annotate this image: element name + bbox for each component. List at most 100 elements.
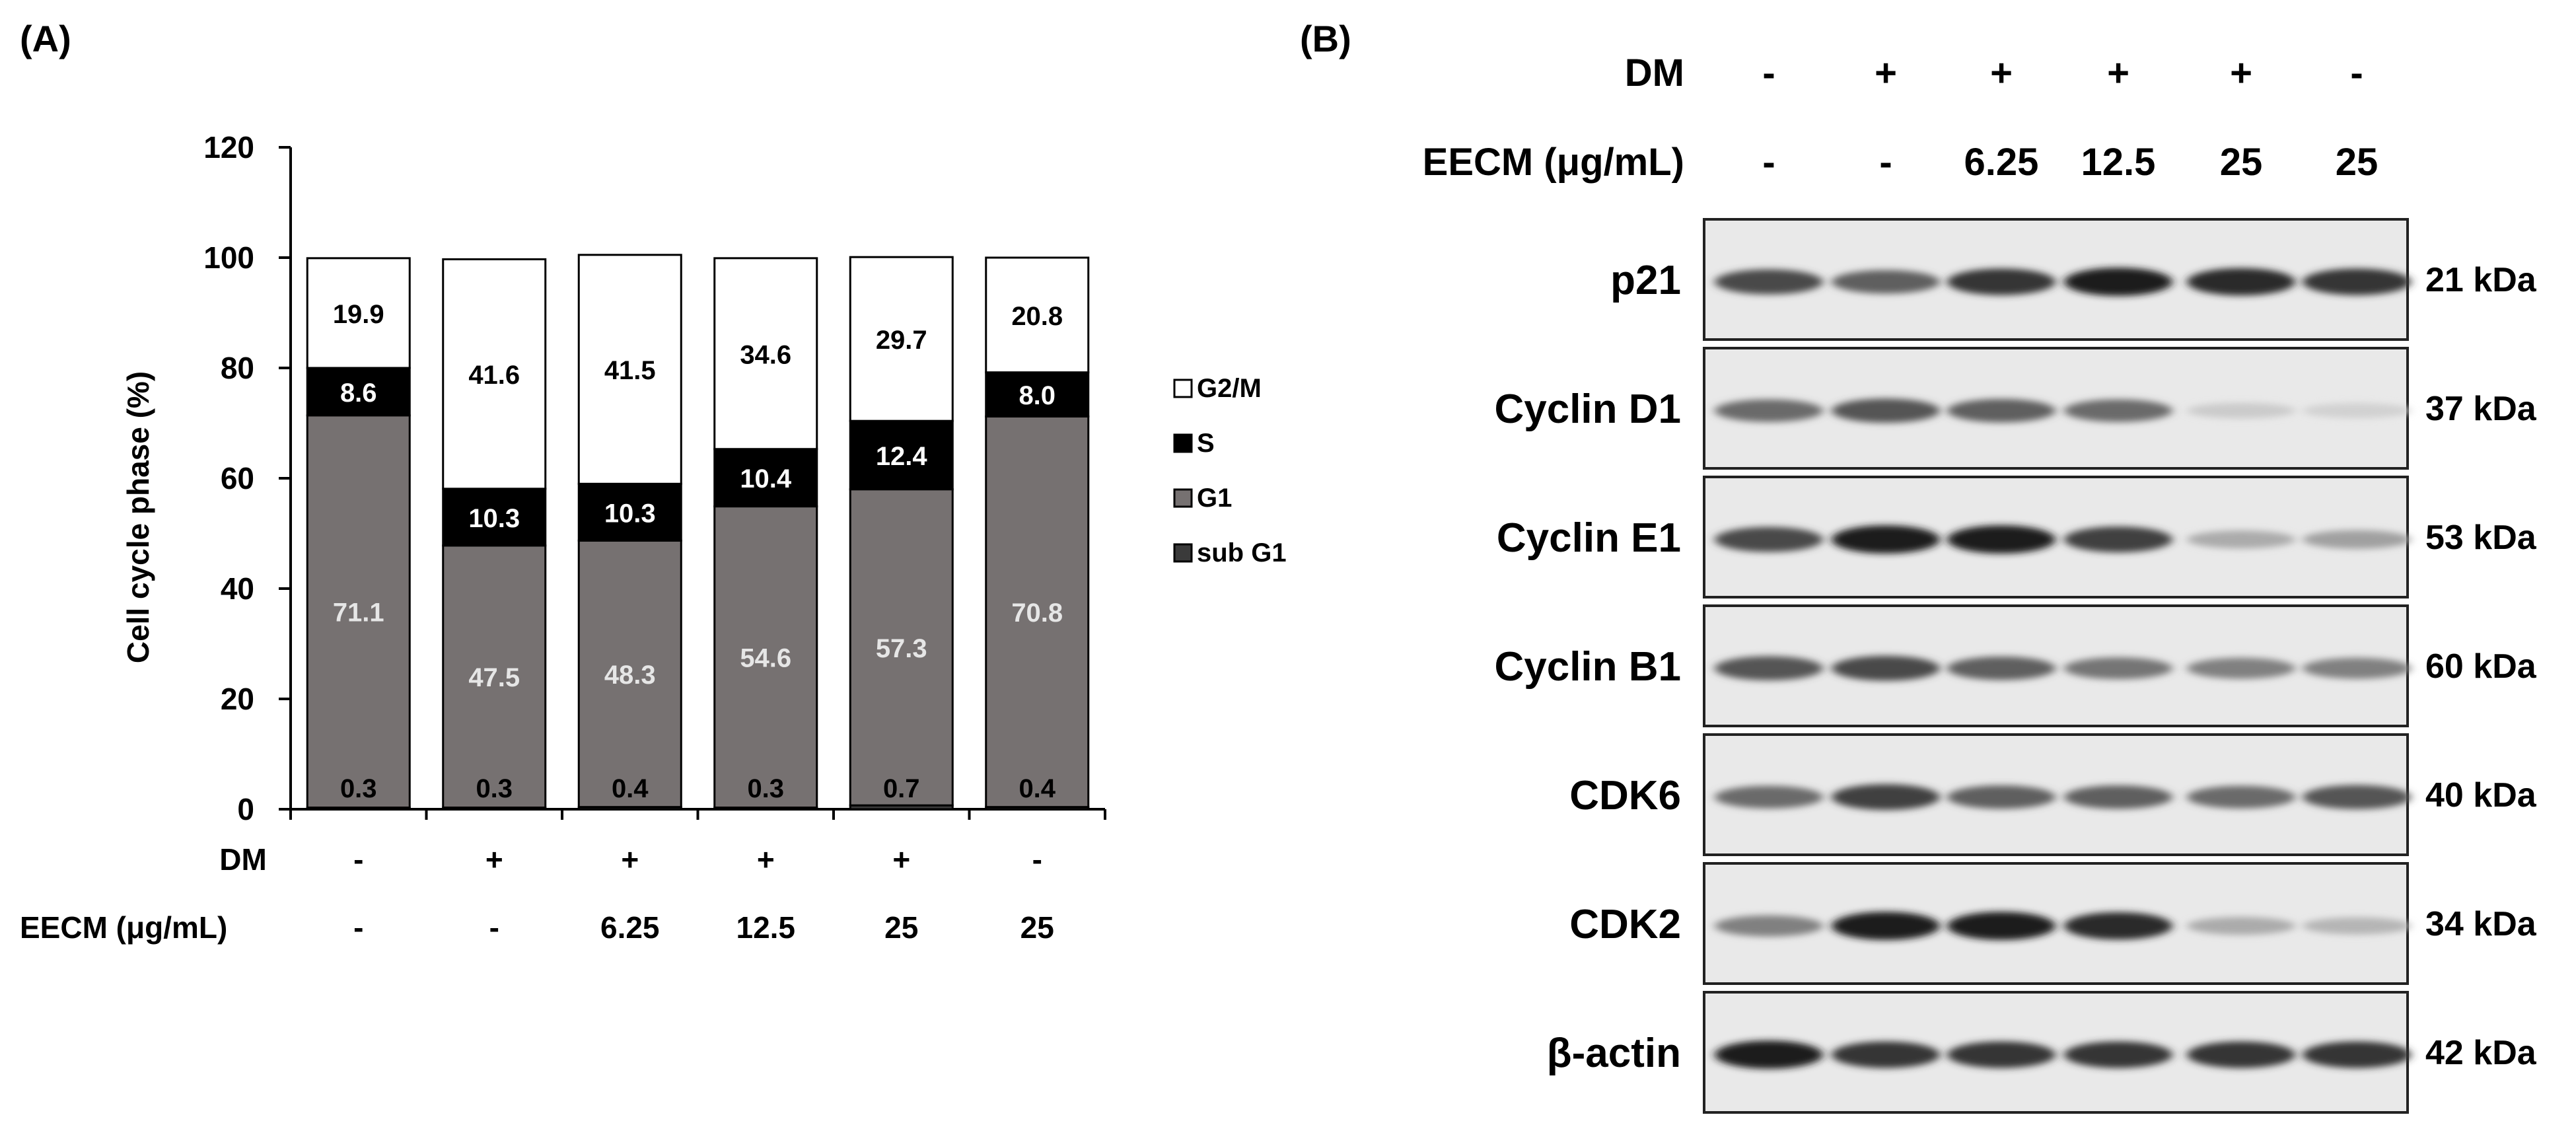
protein-label: Cyclin E1 — [1497, 515, 1681, 561]
bar-segment-g1 — [849, 488, 954, 807]
blot-band — [1832, 1041, 1940, 1068]
bar-value-label: 8.0 — [1019, 381, 1055, 410]
blot-header: DM - + + + + - EECM (μg/mL) - - 6.25 12.5 25 25 — [1423, 52, 2379, 184]
blot-header-value: - — [1762, 52, 1775, 94]
blot-band — [2303, 1041, 2411, 1068]
bar-value-label: 29.7 — [876, 326, 927, 355]
bar-segment-s — [713, 448, 818, 508]
blot-header-value: 6.25 — [1964, 141, 2039, 184]
blot-row: Cyclin D1 37 kDa — [1494, 347, 2537, 470]
blot-header-label: DM — [1625, 52, 1684, 94]
bar-value-label: 71.1 — [333, 598, 384, 628]
bar-value-label: 0.3 — [747, 774, 784, 803]
y-tick-label: 120 — [203, 130, 254, 164]
molecular-weight-label: 53 kDa — [2425, 519, 2537, 557]
blot-band — [1715, 915, 1823, 937]
bar-segment-g2-m — [442, 258, 547, 490]
blot-band — [1947, 1041, 2056, 1068]
condition-value: + — [485, 842, 503, 877]
blot-band — [2303, 657, 2411, 679]
molecular-weight-label: 34 kDa — [2425, 905, 2537, 943]
condition-value: - — [1032, 842, 1042, 877]
bar-value-label: 0.4 — [1019, 774, 1055, 803]
bar-segment-s — [442, 488, 547, 547]
bar-segment-g1 — [306, 414, 411, 809]
protein-label: CDK2 — [1569, 902, 1681, 947]
blot-band — [2187, 268, 2295, 296]
blot-header-value: 25 — [2336, 141, 2379, 184]
blot-band — [2064, 657, 2172, 680]
molecular-weight-label: 40 kDa — [2425, 776, 2537, 815]
bar-value-label: 19.9 — [333, 300, 384, 329]
blot-band — [2064, 268, 2172, 297]
bar-segment-s — [306, 367, 411, 417]
blot-band — [2064, 399, 2172, 422]
y-axis-label: Cell cycle phase (%) — [121, 371, 155, 663]
bar-value-label: 47.5 — [468, 663, 520, 692]
bar-value-label: 48.3 — [604, 661, 656, 690]
blot-band — [2187, 402, 2295, 419]
bar-value-label: 0.4 — [612, 774, 649, 803]
condition-value: + — [621, 842, 639, 877]
blot-band — [2303, 403, 2411, 419]
blot-band — [1947, 268, 2056, 295]
blot-band — [2187, 1041, 2295, 1068]
blot-band — [2064, 526, 2172, 553]
bar-segment-s — [849, 419, 954, 491]
legend: G2/M S G1 sub G1 — [1173, 374, 1287, 567]
blot-band — [1715, 1040, 1823, 1069]
blot-band — [1832, 270, 1940, 294]
blot-row: p21 21 kDa — [1610, 218, 2537, 341]
bar-value-label: 0.3 — [340, 774, 377, 803]
panel-a-label: (A) — [20, 18, 71, 59]
blot-band — [1715, 526, 1823, 552]
blot-header-value: - — [2350, 52, 2363, 94]
blot-row: β-actin 42 kDa — [1547, 991, 2537, 1114]
bar-value-label: 57.3 — [876, 634, 927, 663]
bar-segment-s — [577, 482, 682, 542]
blot-band — [1832, 912, 1940, 941]
blot-header-value: 12.5 — [2081, 141, 2156, 184]
blot-band — [1947, 525, 2056, 554]
condition-value: 25 — [1020, 910, 1054, 945]
blot-header-value: + — [2230, 52, 2252, 94]
condition-value: + — [757, 842, 775, 877]
y-tick-label: 100 — [203, 240, 254, 275]
legend-swatch — [1173, 543, 1193, 563]
blot-header-value: 25 — [2220, 141, 2263, 184]
blot-header-value: + — [2107, 52, 2129, 94]
blot-band — [1947, 398, 2056, 423]
blot-band — [1947, 912, 2056, 941]
y-tick-label: 40 — [221, 571, 254, 606]
y-tick-label: 0 — [237, 792, 254, 826]
bar-value-label: 8.6 — [340, 379, 377, 408]
blot-band — [2064, 912, 2172, 940]
y-tick-label: 20 — [221, 682, 254, 716]
y-tick-label: 60 — [221, 461, 254, 495]
stacked-bars — [306, 254, 1090, 811]
legend-label: sub G1 — [1197, 538, 1287, 567]
protein-label: CDK6 — [1569, 773, 1681, 818]
legend-label: G2/M — [1197, 374, 1262, 403]
condition-value: 12.5 — [736, 910, 795, 945]
bar-segment-g2-m — [577, 254, 682, 485]
blot-band — [2303, 268, 2411, 295]
bar-segment-g2-m — [306, 257, 411, 369]
blot-row: Cyclin B1 60 kDa — [1494, 604, 2537, 727]
bar-value-label: 41.5 — [604, 356, 656, 385]
bar-value-label: 0.3 — [476, 774, 513, 803]
blot-band — [2187, 785, 2295, 809]
blot-band — [1947, 656, 2056, 680]
blot-band — [1715, 399, 1823, 422]
blot-band — [1832, 398, 1940, 423]
panel-b: (B) DM - + + + + - EECM (μg/mL) - - 6.25 12.5 25 25 p… — [1300, 18, 2537, 1114]
blot-band — [2187, 917, 2295, 935]
bar-value-label: 41.6 — [468, 361, 520, 390]
blot-band — [1715, 656, 1823, 681]
bar-value-label: 20.8 — [1011, 302, 1063, 331]
bar-value-label: 54.6 — [740, 644, 791, 673]
legend-label: S — [1197, 429, 1215, 458]
bar-value-label: 0.7 — [883, 774, 920, 803]
condition-value: 25 — [884, 910, 918, 945]
